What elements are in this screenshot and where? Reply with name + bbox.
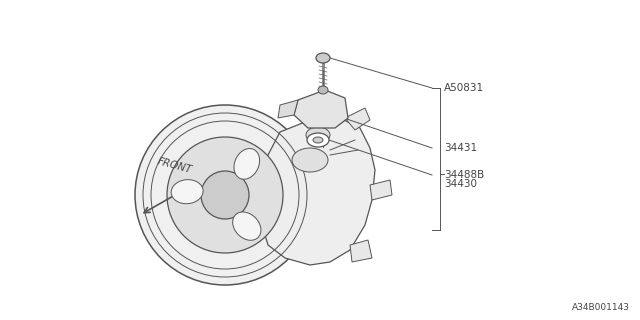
Ellipse shape: [135, 105, 315, 285]
Ellipse shape: [234, 148, 260, 179]
Text: 34431: 34431: [444, 143, 477, 153]
Ellipse shape: [233, 212, 261, 240]
Text: 34430: 34430: [444, 179, 477, 189]
Ellipse shape: [167, 137, 283, 253]
Text: A50831: A50831: [444, 83, 484, 93]
Ellipse shape: [313, 137, 323, 143]
Ellipse shape: [201, 171, 249, 219]
Text: A34B001143: A34B001143: [572, 303, 630, 312]
Ellipse shape: [316, 53, 330, 63]
Polygon shape: [350, 240, 372, 262]
Polygon shape: [260, 118, 375, 265]
Ellipse shape: [292, 148, 328, 172]
Polygon shape: [370, 180, 392, 200]
Polygon shape: [345, 108, 370, 130]
Polygon shape: [294, 90, 348, 128]
Ellipse shape: [318, 86, 328, 94]
Text: FRONT: FRONT: [157, 156, 193, 175]
Ellipse shape: [171, 180, 203, 204]
Ellipse shape: [306, 127, 330, 143]
Polygon shape: [278, 100, 298, 118]
Ellipse shape: [307, 133, 329, 147]
Text: 34488B: 34488B: [444, 170, 484, 180]
